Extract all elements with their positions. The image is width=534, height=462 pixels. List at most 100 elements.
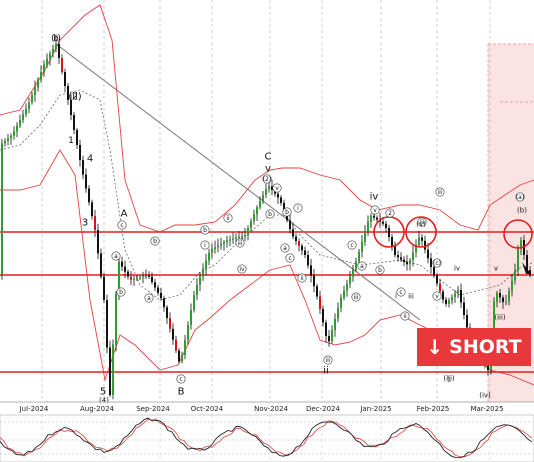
wave-label: v	[265, 164, 271, 175]
candle-body	[316, 286, 318, 297]
candle-body	[229, 239, 231, 241]
wave-label: (2)	[263, 176, 272, 183]
wave-label-ring	[432, 258, 442, 268]
wave-label: b	[268, 211, 272, 218]
wave-label: ii	[403, 313, 407, 320]
candle-body	[382, 221, 384, 224]
wave-label: a	[283, 245, 287, 252]
candle-body	[430, 258, 432, 268]
candle-body	[268, 186, 270, 189]
x-axis-tick-label: Jul-2024	[19, 405, 49, 413]
candle-body	[394, 246, 396, 255]
wave-label: 2	[388, 210, 392, 217]
candle-body	[40, 72, 42, 80]
candle-body	[376, 217, 378, 220]
wave-label-ring	[400, 311, 410, 321]
wave-label: a	[114, 253, 118, 260]
candle-body	[208, 252, 210, 261]
wave-label: 1	[68, 136, 74, 146]
candle-body	[43, 64, 45, 73]
candle-body	[76, 130, 78, 145]
candle-body	[172, 328, 174, 340]
candle-body	[424, 240, 426, 250]
wave-label: iv	[454, 264, 460, 272]
candle-body	[289, 220, 291, 230]
bollinger-upper-band	[0, 4, 534, 233]
candle-body	[451, 296, 453, 301]
moving-average-line	[0, 89, 534, 301]
candle-body	[166, 307, 168, 319]
candle-body	[463, 302, 465, 315]
stochastic-signal-line	[0, 418, 533, 458]
candle-body	[391, 237, 393, 246]
candle-body	[400, 257, 402, 260]
candle-body	[136, 278, 138, 280]
candle-body	[217, 245, 219, 248]
wave-label: ii	[226, 215, 230, 222]
wave-label-ring	[200, 240, 210, 250]
candle-body	[403, 259, 405, 262]
candle-body	[169, 318, 171, 329]
wave-label-ring	[351, 292, 361, 302]
wave-label: iii	[437, 189, 442, 196]
wave-label-ring	[200, 225, 210, 235]
down-arrow-icon	[522, 262, 531, 274]
wave-label: i	[204, 242, 206, 249]
candle-body	[154, 282, 156, 288]
wave-label: iii	[237, 240, 242, 247]
candle-body	[64, 72, 66, 86]
wave-label-ring	[396, 287, 406, 297]
candle-body	[82, 160, 84, 175]
wave-label: 2	[72, 92, 78, 103]
x-axis: Jul-2024 Aug-2024 Sep-2024 Oct-2024 Nov-2024…	[0, 401, 534, 413]
candle-body	[205, 260, 207, 269]
wave-label: (iv)	[479, 391, 491, 399]
wave-label-ring	[280, 243, 290, 253]
wave-label: c	[179, 376, 182, 383]
candle-body	[142, 276, 144, 278]
candle-body	[457, 290, 459, 294]
wave-label: b	[119, 289, 123, 296]
candle-body	[322, 309, 324, 323]
resistance-highlight-circle	[405, 216, 437, 248]
short-label: SHORT	[449, 336, 522, 358]
candle-body	[160, 292, 162, 299]
wave-label: iii	[408, 292, 414, 300]
candle-body	[235, 237, 237, 239]
wave-label: ii	[323, 366, 329, 377]
stochastic-main-line	[0, 417, 533, 459]
candle-body	[418, 237, 420, 245]
wave-label-ring	[282, 207, 292, 217]
wave-label: a	[360, 263, 364, 270]
candle-body	[310, 265, 312, 276]
candle-body	[325, 322, 327, 336]
candle-body	[22, 114, 24, 120]
candle-body	[70, 100, 72, 115]
candle-body	[445, 299, 447, 304]
candle-body	[94, 216, 96, 230]
wave-label-ring	[515, 192, 525, 202]
candle-body	[124, 266, 126, 272]
wave-label-ring	[347, 240, 357, 250]
wave-label-ring	[111, 251, 121, 261]
candle-body	[4, 140, 6, 144]
wave-label: b	[378, 267, 382, 274]
wave-label-ring	[235, 238, 245, 248]
candle-body	[370, 215, 372, 222]
candle-body	[178, 350, 180, 362]
candle-body	[415, 245, 417, 253]
candle-body	[148, 275, 150, 277]
candle-body	[493, 301, 495, 336]
wave-label: i	[395, 292, 397, 300]
candle-body	[319, 296, 321, 309]
resistance-highlight-circle	[503, 219, 533, 249]
candle-body	[307, 255, 309, 266]
candle-body	[226, 240, 228, 243]
wave-label: B	[178, 387, 185, 398]
candle-body	[118, 261, 120, 294]
candle-body	[313, 275, 315, 287]
candle-body	[1, 143, 3, 275]
candle-body	[280, 197, 282, 203]
candle-body	[487, 365, 489, 370]
